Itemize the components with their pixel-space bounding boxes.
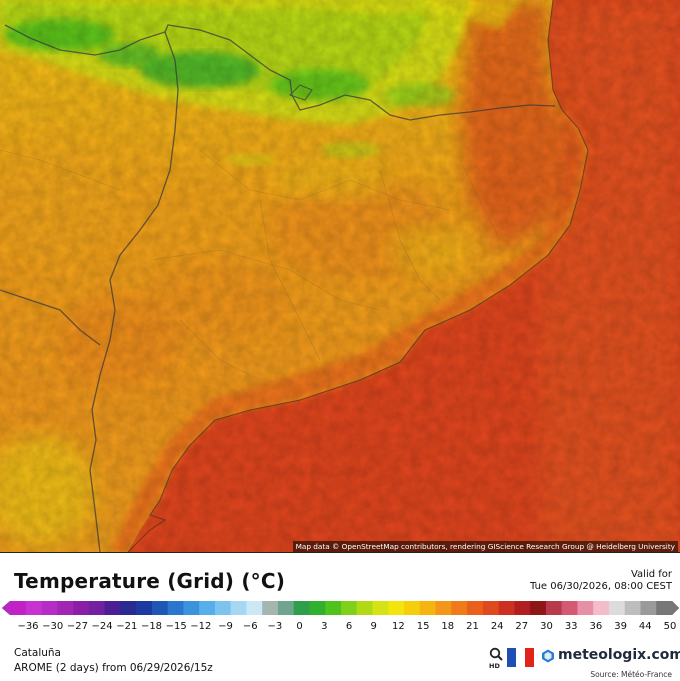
scale-tick-label: 21 xyxy=(466,621,479,632)
scale-swatch xyxy=(608,601,626,615)
scale-swatch xyxy=(372,601,389,615)
scale-swatch xyxy=(136,601,153,615)
valid-for-time: Tue 06/30/2026, 08:00 CEST xyxy=(529,581,672,592)
scale-tick-label: 44 xyxy=(638,621,652,632)
scale-tick-label: −9 xyxy=(218,621,233,632)
scale-swatch xyxy=(151,601,169,615)
data-source: Source: Météo-France xyxy=(590,670,672,679)
map-attribution[interactable]: Map data © OpenStreetMap contributors, r… xyxy=(292,541,678,552)
legend-title: Temperature (Grid) (°C) xyxy=(14,569,286,593)
scale-swatch xyxy=(561,601,578,615)
scale-swatch xyxy=(624,601,641,615)
scale-tick-label: 36 xyxy=(589,621,603,632)
scale-swatch xyxy=(73,601,90,615)
scale-tick-label: 50 xyxy=(663,621,677,632)
scale-swatch xyxy=(593,601,610,615)
scale-swatch xyxy=(199,601,216,615)
scale-tick-label: 18 xyxy=(441,621,455,632)
scale-swatch xyxy=(10,601,27,615)
scale-swatch xyxy=(341,601,358,615)
scale-swatch xyxy=(214,601,232,615)
hd-search-icon[interactable]: HD xyxy=(488,647,504,669)
scale-swatch xyxy=(309,601,326,615)
model-run-label: AROME (2 days) from 06/29/2026/15z xyxy=(14,662,213,674)
scale-swatch xyxy=(577,601,594,615)
scale-swatch xyxy=(183,601,200,615)
color-scale-bar xyxy=(1,600,680,616)
subregion-lines xyxy=(0,149,501,381)
color-scale-ticks: −36 −30 −27 −24 −21 −18 −15 −12 −9 −6 −3 0 3 6 9 12 15 18… xyxy=(0,621,680,635)
scale-arrow-left xyxy=(1,600,11,616)
scale-swatch xyxy=(404,601,421,615)
scale-swatch xyxy=(104,601,121,615)
scale-tick-label: −12 xyxy=(190,621,212,632)
scale-tick-label: −36 xyxy=(17,621,39,632)
valid-for-block: Valid for Tue 06/30/2026, 08:00 CEST xyxy=(530,569,672,593)
scale-tick-label: 39 xyxy=(614,621,627,632)
scale-swatch xyxy=(262,601,279,615)
scale-tick-label: 0 xyxy=(296,621,303,632)
scale-swatch xyxy=(435,601,452,615)
region-label: Cataluña xyxy=(14,647,61,659)
scale-swatch xyxy=(25,601,42,615)
scale-swatch xyxy=(41,601,58,615)
scale-tick-label: −3 xyxy=(267,621,283,632)
valid-for-label: Valid for xyxy=(630,569,672,580)
scale-tick-label: −21 xyxy=(116,621,138,632)
coastline xyxy=(127,0,589,552)
scale-swatch xyxy=(293,601,310,615)
scale-tick-label: −24 xyxy=(91,621,113,632)
scale-tick-label: 12 xyxy=(392,621,405,632)
scale-swatch xyxy=(120,601,137,615)
scale-swatch xyxy=(388,601,405,615)
scale-swatch xyxy=(57,601,74,615)
scale-tick-label: −15 xyxy=(165,621,187,632)
scale-tick-label: −27 xyxy=(66,621,88,632)
scale-swatch xyxy=(277,601,295,615)
france-flag-icon[interactable] xyxy=(507,648,534,667)
scale-swatch xyxy=(451,601,468,615)
scale-tick-label: −6 xyxy=(242,621,258,632)
scale-tick-label: −30 xyxy=(42,621,64,632)
scale-swatch xyxy=(656,601,673,615)
scale-tick-label: −18 xyxy=(140,621,163,632)
scale-tick-label: 3 xyxy=(321,621,328,632)
legend-panel: Temperature (Grid) (°C) Valid for Tue 06… xyxy=(0,552,680,681)
scale-arrow-right xyxy=(671,600,680,616)
scale-tick-label: 30 xyxy=(540,621,553,632)
scale-tick-label: 9 xyxy=(370,621,377,632)
map-canvas xyxy=(0,0,680,552)
brand-name[interactable]: meteologix.com xyxy=(558,647,680,663)
scale-tick-label: 24 xyxy=(490,621,504,632)
scale-swatch xyxy=(514,601,531,615)
scale-swatch xyxy=(498,601,515,615)
scale-tick-label: 15 xyxy=(416,621,430,632)
temperature-map[interactable]: Map data © OpenStreetMap contributors, r… xyxy=(0,0,680,552)
scale-swatch xyxy=(419,601,436,615)
borders xyxy=(0,24,556,552)
scale-tick-label: 6 xyxy=(345,621,353,632)
scale-swatch xyxy=(356,601,373,615)
scale-swatch xyxy=(230,601,247,615)
svg-text:HD: HD xyxy=(489,662,500,669)
scale-swatch xyxy=(640,601,657,615)
scale-swatch xyxy=(325,601,342,615)
scale-swatch xyxy=(88,601,105,615)
scale-swatch xyxy=(545,601,563,615)
scale-swatch xyxy=(167,601,184,615)
scale-swatch xyxy=(482,601,500,615)
scale-tick-label: 27 xyxy=(515,621,529,632)
scale-swatch xyxy=(467,601,484,615)
meteologix-logo-icon xyxy=(542,649,554,663)
scale-tick-label: 33 xyxy=(564,621,578,632)
scale-swatch xyxy=(530,601,547,615)
scale-swatch xyxy=(246,601,263,615)
